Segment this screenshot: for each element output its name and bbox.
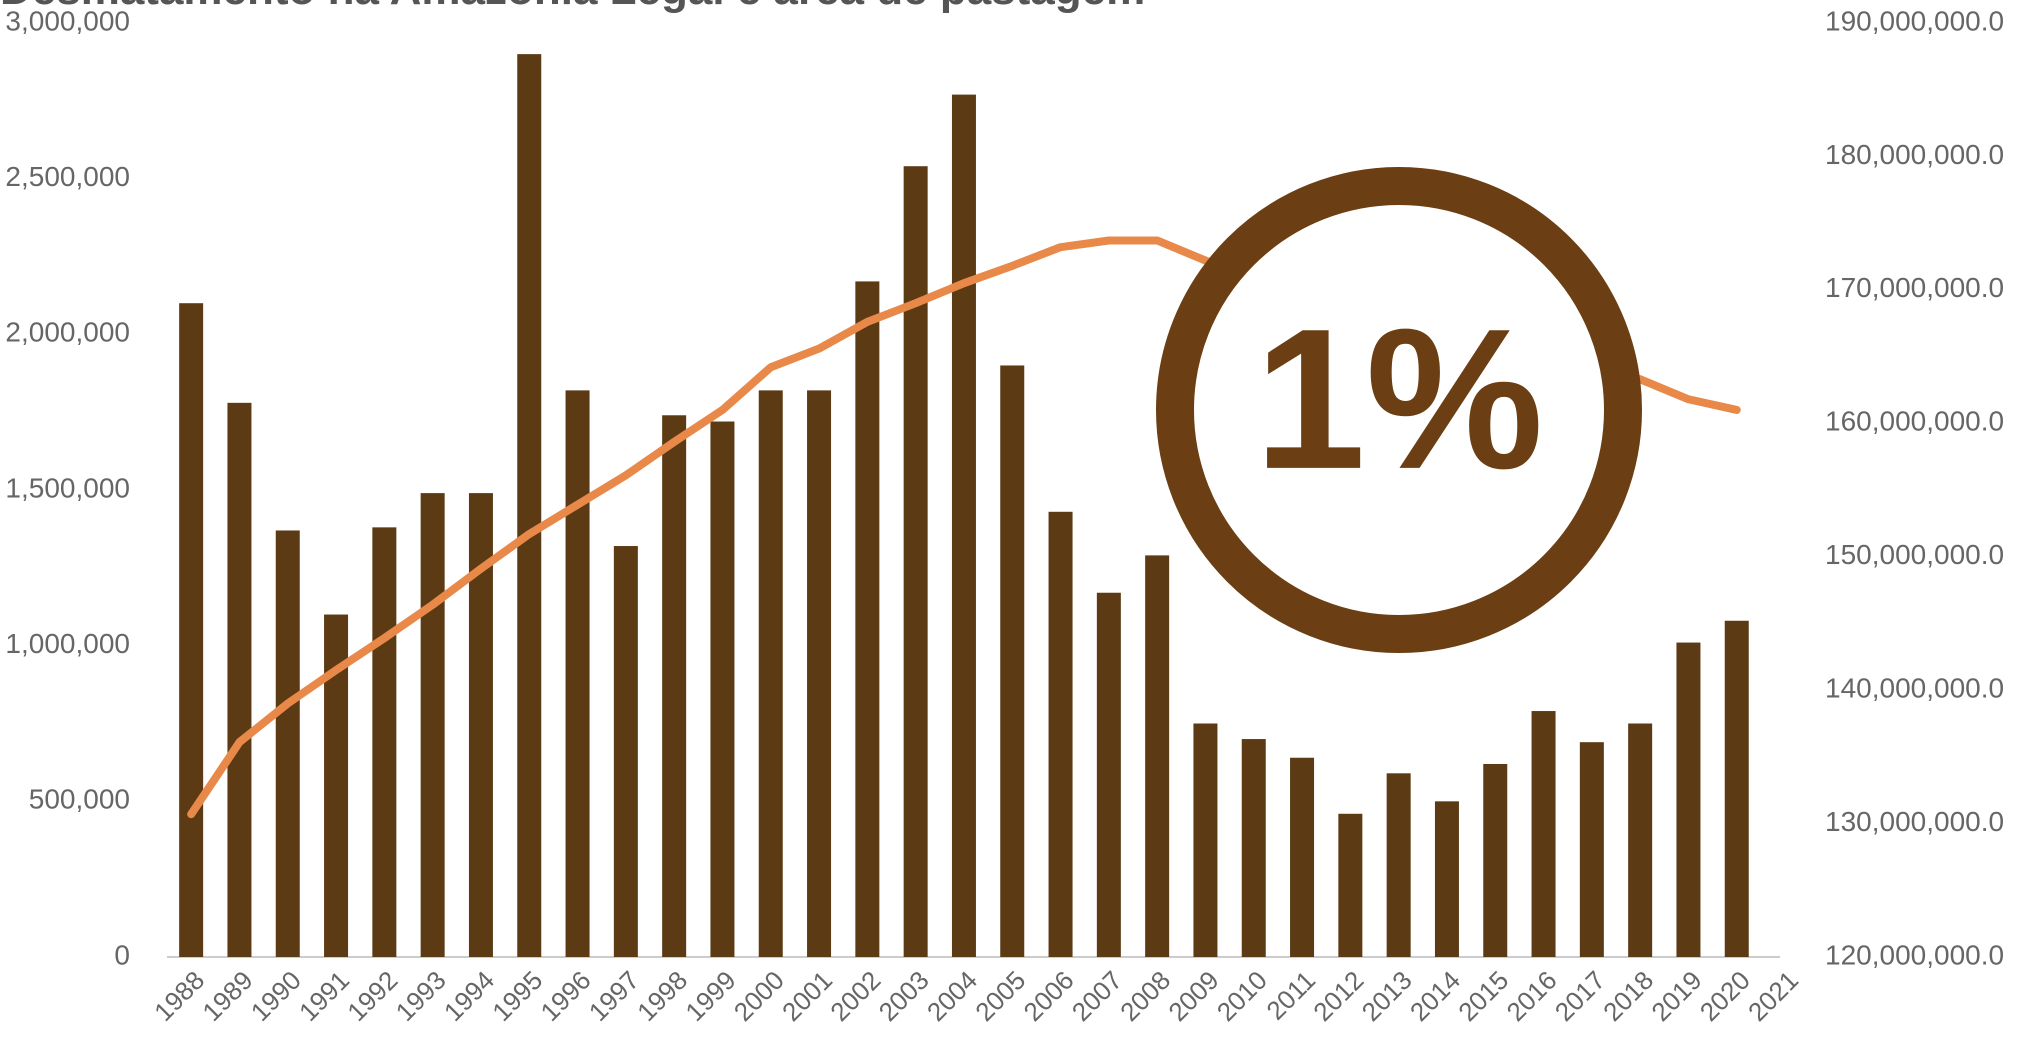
x-tick-label: 2019	[1645, 965, 1707, 1027]
y2-tick-label: 180,000,000.0	[1825, 139, 2004, 170]
x-tick-label: 1994	[438, 965, 500, 1027]
bar	[710, 421, 735, 957]
x-tick-label: 2020	[1694, 965, 1756, 1027]
bar	[1579, 742, 1604, 957]
y-tick-label: 2,500,000	[5, 161, 130, 192]
bar	[807, 390, 832, 958]
bar	[1000, 365, 1025, 957]
x-tick-label: 2004	[921, 965, 983, 1027]
bar	[1145, 555, 1170, 957]
bar	[179, 303, 204, 957]
x-tick-label: 2014	[1404, 965, 1466, 1027]
x-tick-label: 1990	[245, 965, 307, 1027]
y2-tick-label: 150,000,000.0	[1825, 539, 2004, 570]
annotation-circle	[1156, 167, 1642, 653]
bar	[758, 390, 783, 958]
x-tick-label: 2015	[1452, 965, 1514, 1027]
x-tick-label: 2003	[873, 965, 935, 1027]
x-tick-label: 2002	[824, 965, 886, 1027]
x-tick-label: 2021	[1742, 965, 1804, 1027]
bar	[227, 402, 252, 957]
x-tick-label: 1996	[535, 965, 597, 1027]
y2-tick-label: 140,000,000.0	[1825, 673, 2004, 704]
x-tick-label: 1997	[583, 965, 645, 1027]
x-tick-label: 1993	[390, 965, 452, 1027]
bar	[1531, 711, 1556, 957]
y2-tick-label: 160,000,000.0	[1825, 406, 2004, 437]
x-tick-label: 1991	[293, 965, 355, 1027]
x-tick-label: 2017	[1549, 965, 1611, 1027]
x-tick-label: 1989	[196, 965, 258, 1027]
y-tick-label: 1,000,000	[5, 628, 130, 659]
x-tick-label: 1998	[631, 965, 693, 1027]
bar	[1434, 801, 1459, 957]
bar	[275, 530, 300, 957]
x-tick-label: 2005	[969, 965, 1031, 1027]
x-tick-label: 2006	[1018, 965, 1080, 1027]
bar	[1386, 773, 1411, 957]
y-tick-label: 2,000,000	[5, 317, 130, 348]
chart-title: Desmatamento na Amazônia Legal e área de…	[0, 0, 1145, 14]
x-tick-label: 1999	[679, 965, 741, 1027]
y-tick-label: 1,500,000	[5, 472, 130, 503]
bar	[662, 415, 687, 957]
y2-tick-label: 190,000,000.0	[1825, 5, 2004, 36]
bar	[1193, 723, 1218, 957]
x-tick-label: 2008	[1114, 965, 1176, 1027]
x-tick-label: 2011	[1260, 965, 1321, 1026]
bar	[1483, 763, 1508, 957]
y-tick-label: 500,000	[29, 784, 130, 815]
bar	[1048, 511, 1073, 957]
bar	[420, 493, 445, 957]
bar	[1628, 723, 1653, 957]
x-tick-label: 2013	[1356, 965, 1418, 1027]
annotation: 1%	[1254, 288, 1543, 511]
x-tick-label: 2016	[1501, 965, 1563, 1027]
x-tick-label: 2000	[728, 965, 790, 1027]
bar	[372, 527, 397, 957]
y2-tick-label: 120,000,000.0	[1825, 939, 2004, 970]
x-tick-label: 2010	[1211, 965, 1273, 1027]
bar	[1724, 620, 1749, 957]
x-tick-label: 2007	[1066, 965, 1128, 1027]
bar	[951, 94, 976, 957]
y2-tick-label: 170,000,000.0	[1825, 272, 2004, 303]
y2-tick-label: 130,000,000.0	[1825, 806, 2004, 837]
bar	[565, 390, 590, 958]
x-tick-label: 2018	[1597, 965, 1659, 1027]
bar	[903, 166, 928, 958]
bar	[1338, 813, 1363, 957]
x-tick-label: 2001	[776, 965, 838, 1027]
y-tick-label: 3,000,000	[5, 5, 130, 36]
bar	[1096, 592, 1121, 957]
x-tick-label: 2009	[1162, 965, 1224, 1027]
bar	[613, 546, 638, 957]
x-tick-label: 1988	[148, 965, 210, 1027]
x-tick-label: 1992	[341, 965, 403, 1027]
bar	[1676, 642, 1701, 957]
bar	[1241, 739, 1266, 957]
bar	[517, 54, 542, 957]
x-tick-label: 2012	[1307, 965, 1369, 1027]
x-tick-label: 1995	[486, 965, 548, 1027]
bar	[1290, 757, 1315, 957]
y-tick-label: 0	[114, 939, 130, 970]
bar	[855, 281, 880, 957]
